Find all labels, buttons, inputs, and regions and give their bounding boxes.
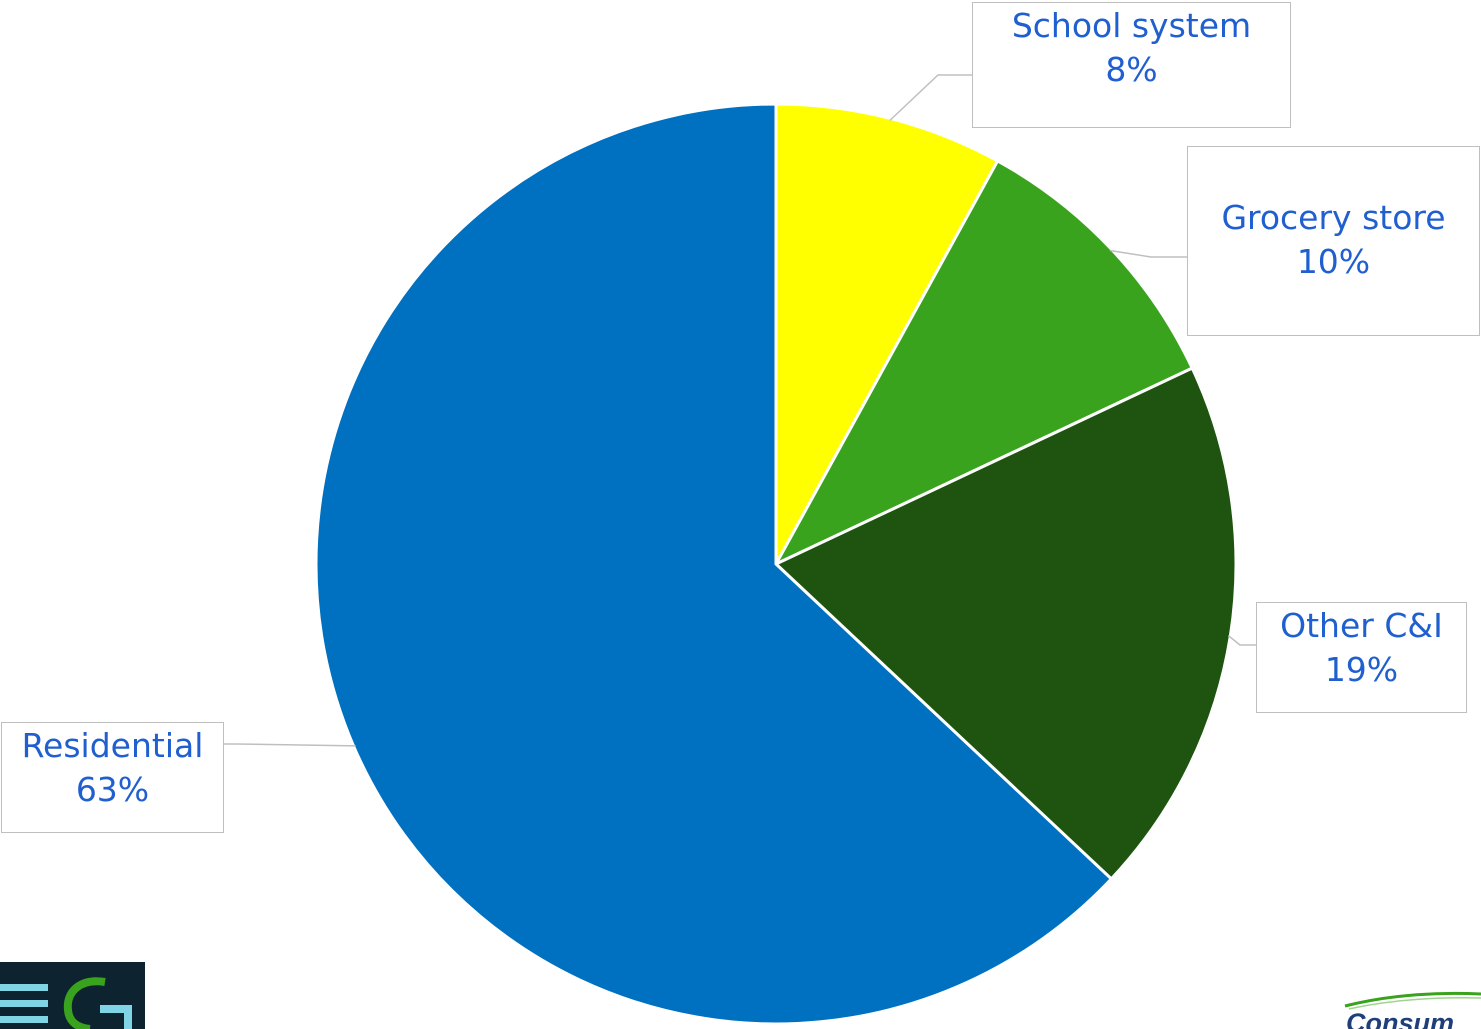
pie-slices (314, 102, 1238, 1026)
leader-line-other-ci (1227, 635, 1256, 646)
callout-residential: Residential 63% (1, 722, 224, 833)
pie-slice-grocery-store (772, 158, 1195, 568)
pie-slice-residential (314, 102, 1114, 1026)
leader-lines (224, 74, 1256, 747)
logo-g-mark (63, 977, 106, 1029)
slice-label: School system (1011, 6, 1252, 45)
slice-percent: 8% (1105, 50, 1158, 89)
logo-swoosh-shadow (1348, 997, 1481, 1010)
logo-e-mark (0, 984, 48, 1023)
logo-wordmark: Consum (1346, 1008, 1454, 1029)
leader-line-grocery-store (1109, 249, 1187, 258)
slice-percent: 19% (1324, 650, 1399, 689)
leader-line-school-system (889, 74, 972, 121)
slice-label: Other C&I (1280, 606, 1443, 645)
slice-label: Residential (21, 726, 204, 765)
callout-school-system: School system 8% (972, 2, 1291, 128)
consumers-logo: Consum (1343, 988, 1481, 1029)
slice-percent: 10% (1296, 242, 1371, 281)
slice-percent: 63% (75, 770, 150, 809)
callout-other-ci: Other C&I 19% (1256, 602, 1467, 713)
pie-slice-other-ci (773, 366, 1238, 882)
slice-label: Grocery store (1221, 198, 1446, 237)
logo-swoosh (1344, 991, 1481, 1008)
eg-logo (0, 962, 145, 1029)
pie-slice-school-system (774, 102, 1000, 565)
callout-grocery-store: Grocery store 10% (1187, 146, 1480, 336)
logo-g-bar (100, 1005, 132, 1029)
leader-line-residential (224, 743, 356, 747)
